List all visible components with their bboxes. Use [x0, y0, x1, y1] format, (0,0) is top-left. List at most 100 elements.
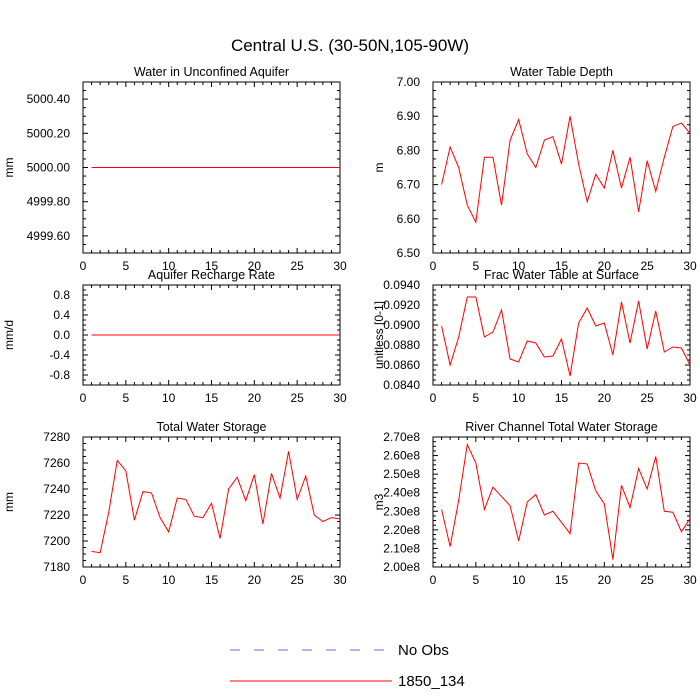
- panel-2: Water Table Depth 0 5 10 15 20 25 30 6.50 6.60 6.7…: [372, 65, 697, 273]
- y-tick-label: 2.60e8: [383, 449, 420, 463]
- y-tick-label: 6.60: [397, 212, 421, 226]
- y-tick-label: 4999.80: [27, 195, 71, 209]
- x-tick-label: 25: [640, 573, 654, 587]
- panel-title: Aquifer Recharge Rate: [148, 268, 275, 282]
- x-tick-label: 15: [205, 573, 219, 587]
- x-tick-label: 10: [512, 259, 526, 273]
- x-tick-label: 20: [598, 573, 612, 587]
- y-tick-label: 2.70e8: [383, 430, 420, 444]
- x-tick-label: 20: [248, 573, 262, 587]
- plot-frame: [82, 436, 341, 568]
- x-tick-label: 20: [248, 259, 262, 273]
- y-tick-label: 5000.20: [27, 126, 71, 140]
- x-tick-label: 0: [80, 391, 87, 405]
- x-tick-label: 15: [205, 259, 219, 273]
- y-tick-label: 7.00: [397, 75, 421, 89]
- panel-title: Frac Water Table at Surface: [484, 268, 639, 282]
- y-tick-label: 0.0840: [383, 378, 420, 392]
- x-tick-label: 15: [555, 573, 569, 587]
- y-tick-label: 0.0: [53, 328, 70, 342]
- x-tick-label: 0: [80, 573, 87, 587]
- y-tick-label: 7280: [43, 430, 70, 444]
- y-axis-label: mm/d: [2, 320, 16, 350]
- x-tick-label: 25: [290, 259, 304, 273]
- series-line: [441, 116, 691, 224]
- x-tick-label: 15: [555, 391, 569, 405]
- panel-1: Water in Unconfined Aquifer 0 5 10 15 20 25 30 4…: [2, 65, 347, 273]
- y-axis-label: mm: [2, 158, 16, 178]
- x-tick-label: 5: [122, 573, 129, 587]
- panel-title: Water in Unconfined Aquifer: [134, 65, 289, 79]
- x-tick-label: 30: [683, 259, 697, 273]
- y-tick-label: 0.0880: [383, 338, 420, 352]
- panels: Water in Unconfined Aquifer 0 5 10 15 20 25 30 4…: [2, 65, 697, 587]
- y-axis-label: unitless [0-1]: [372, 301, 386, 369]
- panel-title: River Channel Total Water Storage: [465, 420, 658, 434]
- y-tick-label: 0.0940: [383, 278, 420, 292]
- y-tick-label: 7180: [43, 560, 70, 574]
- x-tick-label: 25: [640, 259, 654, 273]
- x-tick-label: 30: [683, 573, 697, 587]
- y-axis-label: mm: [2, 492, 16, 512]
- y-tick-label: 0.4: [53, 308, 70, 322]
- y-axis-label: m: [372, 163, 386, 173]
- y-tick-label: 6.80: [397, 143, 421, 157]
- plot-frame: [432, 81, 691, 254]
- x-tick-label: 10: [512, 573, 526, 587]
- legend-label: 1850_134: [398, 673, 465, 690]
- x-tick-label: 0: [430, 573, 437, 587]
- y-tick-label: 7260: [43, 456, 70, 470]
- y-tick-label: 2.20e8: [383, 523, 420, 537]
- x-tick-label: 5: [122, 391, 129, 405]
- panel-6: River Channel Total Water Storage 0 5 10 15 2…: [372, 420, 697, 587]
- y-tick-label: 5000.00: [27, 161, 71, 175]
- x-tick-label: 10: [162, 259, 176, 273]
- series-line: [91, 451, 341, 554]
- x-tick-label: 20: [248, 391, 262, 405]
- x-tick-label: 20: [598, 391, 612, 405]
- y-tick-label: 0.8: [53, 288, 70, 302]
- x-tick-label: 5: [472, 391, 479, 405]
- y-tick-label: 2.00e8: [383, 560, 420, 574]
- x-tick-label: 10: [162, 391, 176, 405]
- x-tick-label: 30: [333, 573, 347, 587]
- x-tick-label: 15: [555, 259, 569, 273]
- x-tick-label: 25: [290, 391, 304, 405]
- y-tick-label: -0.8: [49, 368, 70, 382]
- legend: No Obs 1850_134: [230, 642, 465, 690]
- y-tick-label: 6.70: [397, 178, 421, 192]
- legend-label: No Obs: [398, 642, 449, 659]
- y-tick-label: 2.50e8: [383, 467, 420, 481]
- x-tick-label: 30: [333, 259, 347, 273]
- y-tick-label: 7200: [43, 534, 70, 548]
- plot-frame: [432, 436, 691, 568]
- y-tick-label: 0.0860: [383, 358, 420, 372]
- y-tick-label: 2.30e8: [383, 504, 420, 518]
- plot-frame: [432, 284, 691, 386]
- x-tick-label: 5: [472, 259, 479, 273]
- panel-title: Water Table Depth: [510, 65, 613, 79]
- y-tick-label: 2.10e8: [383, 541, 420, 555]
- x-tick-label: 30: [683, 391, 697, 405]
- x-tick-label: 20: [598, 259, 612, 273]
- y-tick-label: 0.0900: [383, 318, 420, 332]
- series-line: [441, 296, 691, 377]
- y-tick-label: 7220: [43, 508, 70, 522]
- y-tick-label: -0.4: [49, 348, 70, 362]
- x-tick-label: 10: [512, 391, 526, 405]
- y-tick-label: 6.90: [397, 109, 421, 123]
- y-tick-label: 5000.40: [27, 92, 71, 106]
- x-tick-label: 25: [290, 573, 304, 587]
- x-tick-label: 30: [333, 391, 347, 405]
- panel-title: Total Water Storage: [156, 420, 266, 434]
- x-tick-label: 15: [205, 391, 219, 405]
- x-tick-label: 5: [472, 573, 479, 587]
- panel-5: Total Water Storage 0 5 10 15 20 25 30 7180 7200 7…: [2, 420, 347, 587]
- y-tick-label: 0.0920: [383, 298, 420, 312]
- y-tick-label: 2.40e8: [383, 486, 420, 500]
- x-tick-label: 25: [640, 391, 654, 405]
- figure-title: Central U.S. (30-50N,105-90W): [231, 36, 469, 55]
- x-tick-label: 5: [122, 259, 129, 273]
- panel-4: Frac Water Table at Surface 0 5 10 15 20 25 30 0…: [372, 268, 697, 405]
